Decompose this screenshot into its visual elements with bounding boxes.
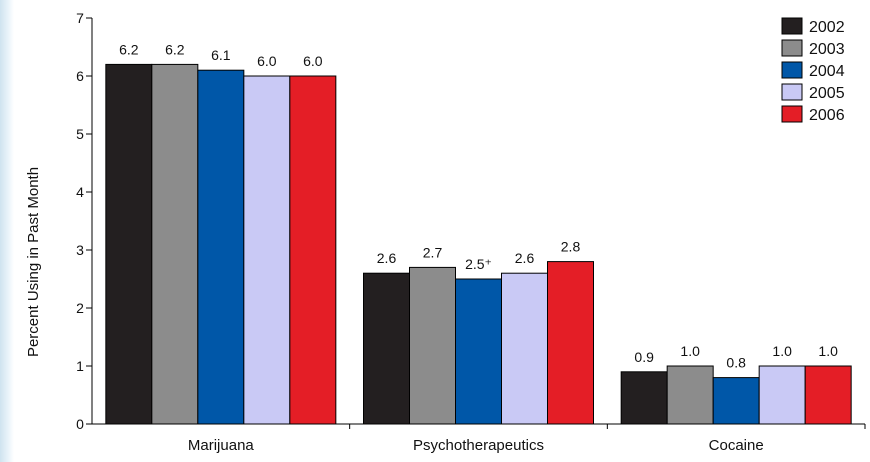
category-label: Psychotherapeutics: [413, 437, 544, 454]
legend-swatch-2004: [781, 61, 803, 79]
bar-2002-cocaine: [620, 371, 668, 425]
legend-swatch-2003: [781, 39, 803, 57]
y-axis-label: Percent Using in Past Month: [25, 167, 42, 357]
y-tick-label: 7: [76, 10, 84, 26]
data-label: 6.2: [165, 41, 185, 57]
bar-2002-marijuana: [105, 63, 153, 425]
data-label: 6.0: [257, 53, 277, 69]
bars: [105, 63, 852, 425]
data-label: 2.8: [561, 239, 581, 255]
bar-2005-cocaine: [758, 365, 806, 425]
legend-swatch-2002: [781, 17, 803, 35]
legend-swatch-2005: [781, 83, 803, 101]
slide-edge-decoration: [0, 0, 14, 462]
bar-2004-psychotherapeutics: [455, 278, 502, 425]
bar-2003-marijuana: [151, 63, 199, 425]
bar-2004-cocaine: [712, 377, 760, 425]
legend-label: 2005: [809, 85, 845, 102]
category-label: Marijuana: [188, 437, 255, 454]
data-label: 2.6: [515, 250, 535, 266]
data-label: 2.5⁺: [465, 256, 492, 272]
data-labels: 6.2 6.2 6.1 6.0 6.0 2.6 2.7 2.5⁺ 2.6 2.8 0.9 1.0 0.8…: [119, 41, 838, 370]
y-tick-label: 4: [76, 184, 84, 200]
bar-2006-psychotherapeutics: [547, 261, 594, 425]
data-label: 2.7: [423, 244, 443, 260]
data-label: 6.1: [211, 47, 231, 63]
data-label: 6.2: [119, 41, 139, 57]
y-tick-label: 2: [76, 300, 84, 316]
legend-label: 2006: [809, 107, 845, 124]
data-label: 0.8: [726, 355, 746, 371]
bar-2005-psychotherapeutics: [501, 272, 548, 425]
bar-2003-cocaine: [666, 365, 714, 425]
legend-label: 2002: [809, 19, 845, 36]
y-tick-label: 0: [76, 416, 84, 432]
bar-2005-marijuana: [243, 75, 291, 425]
data-label: 1.0: [818, 343, 838, 359]
legend-swatch-2006: [781, 105, 803, 123]
data-label: 1.0: [772, 343, 792, 359]
y-tick-label: 3: [76, 242, 84, 258]
data-label: 6.0: [303, 53, 323, 69]
y-tick-label: 6: [76, 68, 84, 84]
category-label: Cocaine: [709, 437, 764, 454]
legend: 2002 2003 2004 2005 2006: [781, 17, 845, 124]
data-label: 1.0: [680, 343, 700, 359]
legend-label: 2004: [809, 63, 845, 80]
bar-2006-marijuana: [289, 75, 337, 425]
legend-label: 2003: [809, 41, 845, 58]
bar-2004-marijuana: [197, 69, 245, 425]
data-label: 0.9: [634, 349, 654, 365]
bar-2003-psychotherapeutics: [409, 266, 456, 425]
bar-2006-cocaine: [804, 365, 852, 425]
data-label: 2.6: [377, 250, 397, 266]
y-tick-label: 1: [76, 358, 84, 374]
y-tick-label: 5: [76, 126, 84, 142]
bar-2002-psychotherapeutics: [363, 272, 410, 425]
